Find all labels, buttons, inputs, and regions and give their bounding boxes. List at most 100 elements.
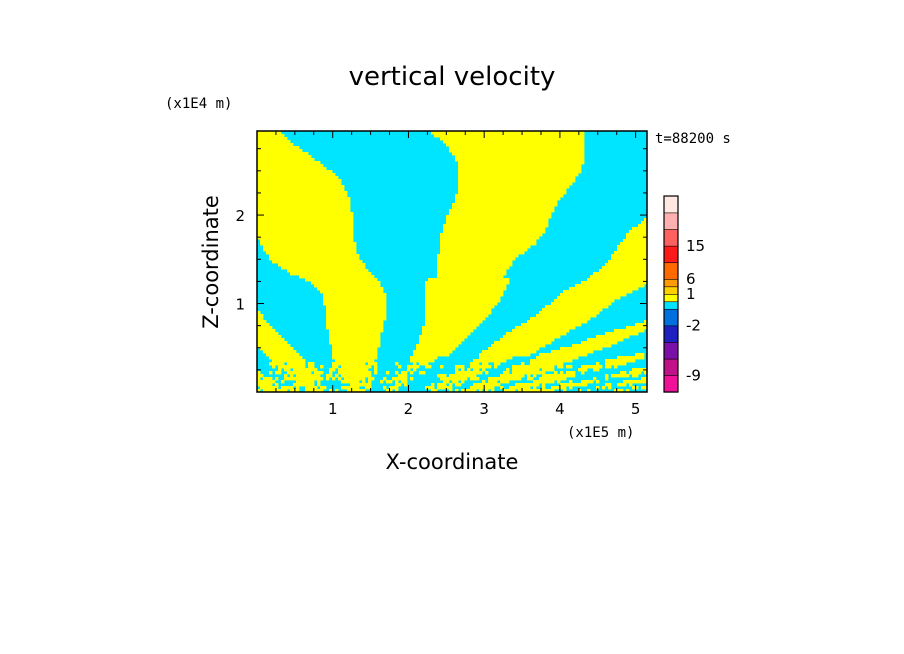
colorbar-band	[663, 262, 679, 280]
field-cell	[260, 347, 294, 351]
field-cell	[395, 371, 399, 375]
field-cell	[446, 218, 549, 222]
field-cell	[614, 389, 624, 393]
field-cell	[617, 245, 648, 249]
field-cell	[395, 380, 399, 384]
field-cell	[455, 383, 462, 387]
field-cell	[446, 221, 549, 225]
field-cell	[275, 377, 279, 381]
field-cell	[332, 356, 378, 360]
field-cell	[437, 257, 516, 261]
field-cell	[542, 383, 546, 387]
x-axis-label: X-coordinate	[386, 450, 519, 474]
field-cell	[533, 386, 537, 390]
field-cell	[392, 377, 408, 381]
field-cell	[545, 305, 609, 309]
field-cell	[395, 362, 399, 366]
field-cell	[272, 359, 306, 363]
colorbar-band	[663, 375, 679, 393]
field-cell	[644, 320, 648, 324]
colorbar-label: 15	[686, 237, 705, 255]
field-cell	[587, 389, 591, 393]
field-cell	[560, 383, 588, 387]
field-cell	[641, 386, 648, 390]
field-cell	[269, 356, 303, 360]
field-cell	[299, 275, 375, 279]
field-cell	[632, 227, 648, 231]
field-cell	[425, 290, 504, 294]
field-cell	[278, 263, 366, 267]
field-cell	[257, 131, 282, 135]
field-cell	[374, 365, 378, 369]
field-cell	[320, 386, 327, 390]
field-cell	[470, 386, 495, 390]
chart-title: vertical velocity	[349, 62, 556, 92]
field-cell	[383, 377, 387, 381]
field-cell	[314, 284, 381, 288]
field-cell	[482, 368, 486, 372]
field-cell	[596, 335, 630, 339]
field-cell	[554, 299, 615, 303]
colorbar: 15 61 -2 -9	[663, 195, 705, 393]
field-cell	[581, 365, 603, 369]
field-cell	[323, 302, 387, 306]
field-cell	[593, 272, 648, 276]
field-cell	[422, 329, 474, 333]
field-cell	[413, 362, 417, 366]
x-axis-ticks: 1 2 3 4 5	[275, 131, 640, 418]
x-tick-label: 4	[555, 400, 565, 418]
field-cell	[287, 269, 369, 273]
field-cell	[587, 278, 648, 282]
field-cell	[425, 299, 501, 303]
field-cell	[257, 137, 288, 141]
field-cell	[452, 206, 555, 210]
field-cell	[326, 305, 387, 309]
field-cell	[605, 359, 636, 363]
field-cell	[566, 371, 576, 375]
colorbar-band	[663, 341, 679, 360]
field-cell	[386, 380, 393, 384]
field-cell	[446, 143, 585, 147]
field-cell	[500, 386, 504, 390]
field-cell	[494, 365, 498, 369]
field-cell	[581, 371, 585, 375]
field-cell	[287, 362, 306, 366]
field-cell	[500, 380, 510, 384]
field-cell	[257, 206, 351, 210]
field-cell	[440, 377, 468, 381]
field-cell	[326, 317, 387, 321]
field-cell	[602, 266, 648, 270]
y-tick-label: 2	[235, 207, 245, 225]
field-cell	[257, 155, 312, 159]
field-cell	[263, 248, 357, 252]
field-cell	[569, 386, 573, 390]
field-cell	[494, 341, 552, 345]
field-cell	[416, 344, 459, 348]
field-cell	[257, 314, 264, 318]
field-cell	[536, 356, 579, 360]
field-cell	[386, 371, 390, 375]
field-cell	[257, 158, 315, 162]
field-cell	[257, 149, 303, 153]
field-cell	[485, 371, 489, 375]
field-cell	[323, 299, 387, 303]
field-cell	[443, 380, 450, 384]
field-cell	[329, 329, 384, 333]
field-cell	[350, 383, 372, 387]
y-axis-ticks: 12	[235, 148, 647, 371]
field-cell	[638, 224, 648, 228]
field-cell	[425, 293, 504, 297]
field-cell	[578, 368, 588, 372]
field-cell	[452, 203, 558, 207]
field-cell	[296, 380, 315, 384]
field-cell	[536, 314, 597, 318]
field-cell	[560, 347, 603, 351]
field-cell	[290, 272, 372, 276]
field-cell	[605, 377, 609, 381]
field-cell	[263, 350, 297, 354]
field-cell	[455, 365, 465, 369]
field-cell	[269, 371, 273, 375]
field-cell	[278, 365, 306, 369]
field-cell	[257, 215, 354, 219]
field-cell	[503, 335, 561, 339]
